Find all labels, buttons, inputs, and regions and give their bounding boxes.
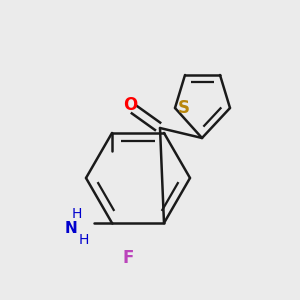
Text: H: H	[72, 207, 82, 221]
Text: H: H	[79, 233, 89, 247]
Text: S: S	[178, 99, 190, 117]
Text: F: F	[122, 249, 134, 267]
Text: O: O	[123, 96, 137, 114]
Text: N: N	[64, 220, 77, 236]
